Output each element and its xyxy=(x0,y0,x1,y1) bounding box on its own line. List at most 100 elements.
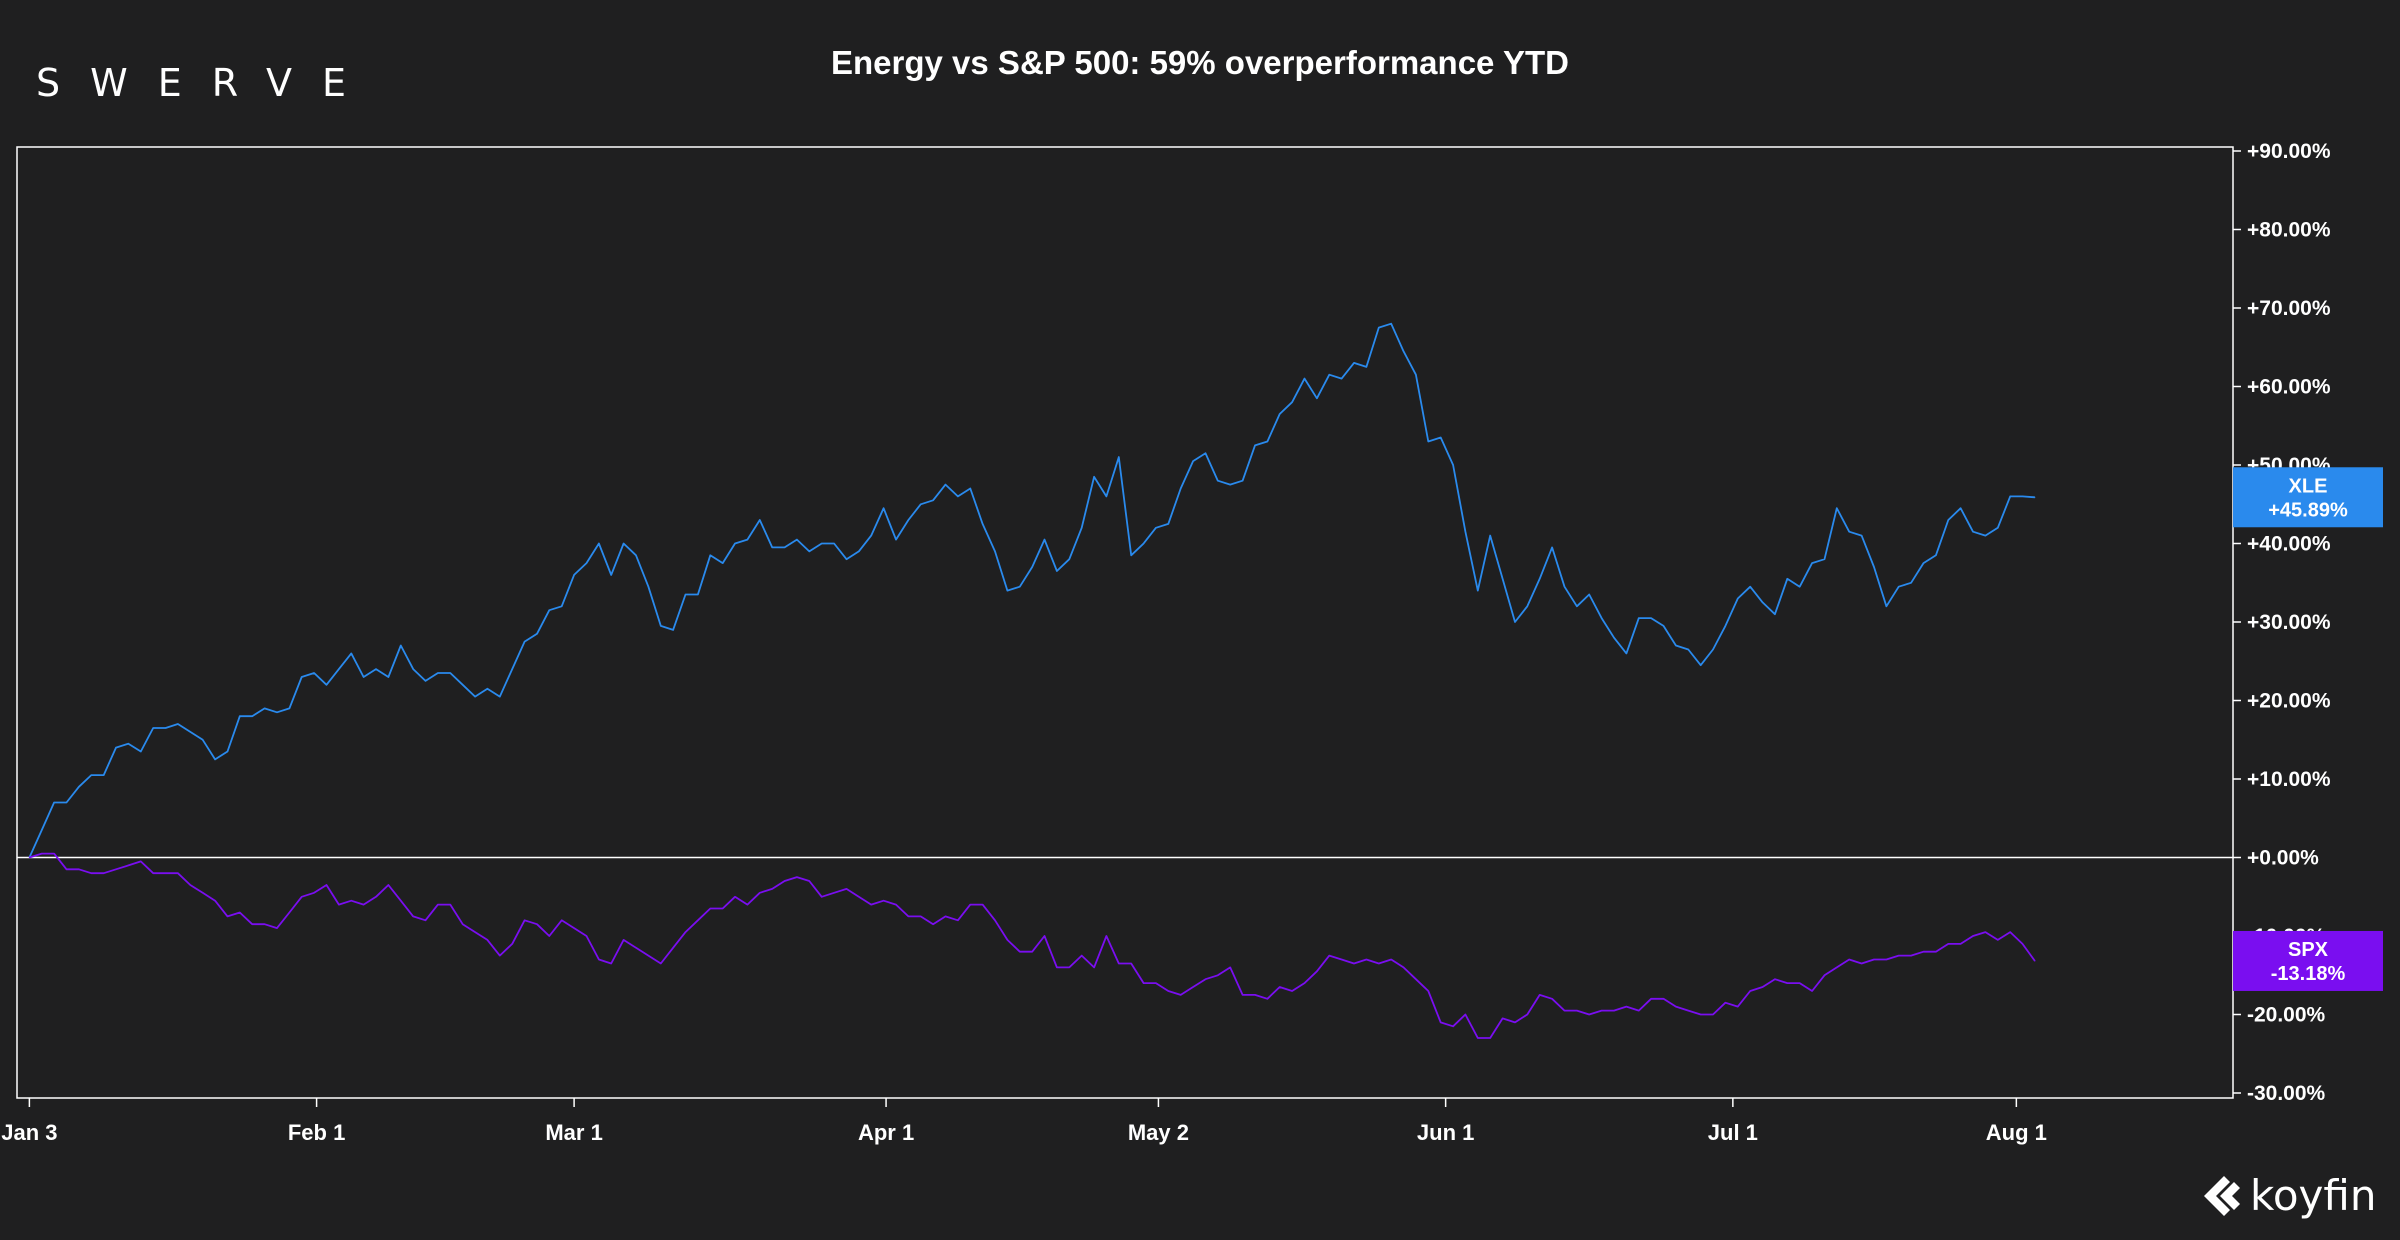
data-point-xle xyxy=(1910,582,1912,584)
data-point-xle xyxy=(697,594,699,596)
data-point-xle xyxy=(462,684,464,686)
data-point-xle xyxy=(189,731,191,733)
data-point-spx xyxy=(1551,998,1553,1000)
data-point-xle xyxy=(734,543,736,544)
data-point-xle xyxy=(400,645,402,647)
data-point-spx xyxy=(1031,951,1033,953)
data-point-spx xyxy=(1390,959,1392,961)
data-point-spx xyxy=(1304,982,1306,984)
data-point-xle xyxy=(1898,586,1900,588)
data-point-spx xyxy=(1452,1025,1454,1027)
data-point-spx xyxy=(1204,978,1206,980)
data-point-xle xyxy=(1601,617,1603,619)
series-layer xyxy=(28,322,2036,1039)
data-point-spx xyxy=(288,911,290,913)
data-point-spx xyxy=(511,943,513,945)
data-point-xle xyxy=(821,543,823,544)
data-point-xle xyxy=(1935,554,1937,556)
data-point-xle xyxy=(412,668,414,670)
data-point-spx xyxy=(548,935,550,937)
y-tick-label: -30.00% xyxy=(2247,1082,2326,1105)
data-point-xle xyxy=(214,758,216,760)
data-point-spx xyxy=(722,908,724,910)
data-point-spx xyxy=(338,904,340,906)
data-point-spx xyxy=(251,923,253,925)
data-point-xle xyxy=(1353,362,1355,364)
data-point-spx xyxy=(1675,1006,1677,1008)
data-point-xle xyxy=(845,558,847,560)
data-point-spx xyxy=(734,896,736,898)
data-point-xle xyxy=(103,774,105,776)
data-point-spx xyxy=(1873,959,1875,961)
data-point-spx xyxy=(1291,990,1293,992)
data-point-xle xyxy=(2022,495,2024,497)
data-point-xle xyxy=(573,574,575,576)
data-point-xle xyxy=(1180,488,1182,490)
data-point-xle xyxy=(1997,527,1999,529)
data-point-xle xyxy=(437,672,439,674)
data-point-spx xyxy=(1477,1037,1479,1039)
data-point-spx xyxy=(1378,962,1380,964)
data-point-spx xyxy=(1836,966,1838,968)
data-point-xle xyxy=(969,488,971,490)
y-tick-label: +80.00% xyxy=(2247,219,2331,242)
data-point-spx xyxy=(635,947,637,949)
data-point-xle xyxy=(165,727,167,729)
data-point-spx xyxy=(1105,935,1107,937)
data-point-xle xyxy=(226,751,228,753)
data-point-spx xyxy=(1923,951,1925,953)
data-point-xle xyxy=(1625,652,1627,654)
data-point-spx xyxy=(425,919,427,921)
data-point-spx xyxy=(1576,1010,1578,1012)
data-point-xle xyxy=(152,727,154,729)
data-point-spx xyxy=(944,915,946,917)
data-point-spx xyxy=(647,955,649,957)
swerve-logo: SWERVE xyxy=(36,61,346,105)
data-point-spx xyxy=(1192,986,1194,988)
data-point-xle xyxy=(524,641,526,643)
data-point-xle xyxy=(833,543,835,544)
data-point-xle xyxy=(1105,495,1107,497)
x-tick-label: May 2 xyxy=(1128,1120,1189,1145)
data-point-xle xyxy=(994,550,996,552)
series-line-spx xyxy=(29,852,2036,1039)
data-point-spx xyxy=(1044,935,1046,937)
data-point-xle xyxy=(1836,507,1838,509)
data-point-spx xyxy=(932,923,934,925)
data-point-spx xyxy=(1749,990,1751,992)
x-tick-label: Aug 1 xyxy=(1986,1120,2047,1145)
data-point-xle xyxy=(276,711,278,713)
data-point-xle xyxy=(746,539,748,541)
x-tick-label: Apr 1 xyxy=(858,1120,914,1145)
data-point-xle xyxy=(1068,558,1070,560)
data-point-spx xyxy=(2022,943,2024,945)
data-point-spx xyxy=(202,892,204,894)
y-tick-label: +30.00% xyxy=(2247,611,2331,634)
data-point-xle xyxy=(251,715,253,717)
data-point-xle xyxy=(1675,645,1677,647)
data-point-xle xyxy=(722,562,724,564)
data-point-spx xyxy=(1700,1014,1702,1015)
data-point-spx xyxy=(1341,959,1343,961)
data-point-xle xyxy=(1217,480,1219,482)
data-point-xle xyxy=(78,786,80,788)
data-point-xle xyxy=(486,688,488,690)
data-point-spx xyxy=(189,884,191,886)
data-point-spx xyxy=(1143,982,1145,984)
data-point-xle xyxy=(1130,554,1132,556)
data-point-xle xyxy=(920,503,922,505)
data-point-xle xyxy=(387,676,389,678)
data-point-spx xyxy=(1464,1014,1466,1015)
data-point-xle xyxy=(1167,523,1169,525)
data-point-spx xyxy=(784,880,786,882)
data-point-xle xyxy=(2009,495,2011,497)
data-point-spx xyxy=(1093,966,1095,968)
data-point-xle xyxy=(1687,648,1689,650)
data-point-spx xyxy=(66,868,68,870)
data-point-spx xyxy=(437,904,439,906)
data-point-spx xyxy=(1440,1021,1442,1023)
data-point-spx xyxy=(1167,990,1169,992)
data-point-xle xyxy=(870,535,872,537)
data-point-xle xyxy=(1143,543,1145,544)
data-point-spx xyxy=(1650,998,1652,1000)
